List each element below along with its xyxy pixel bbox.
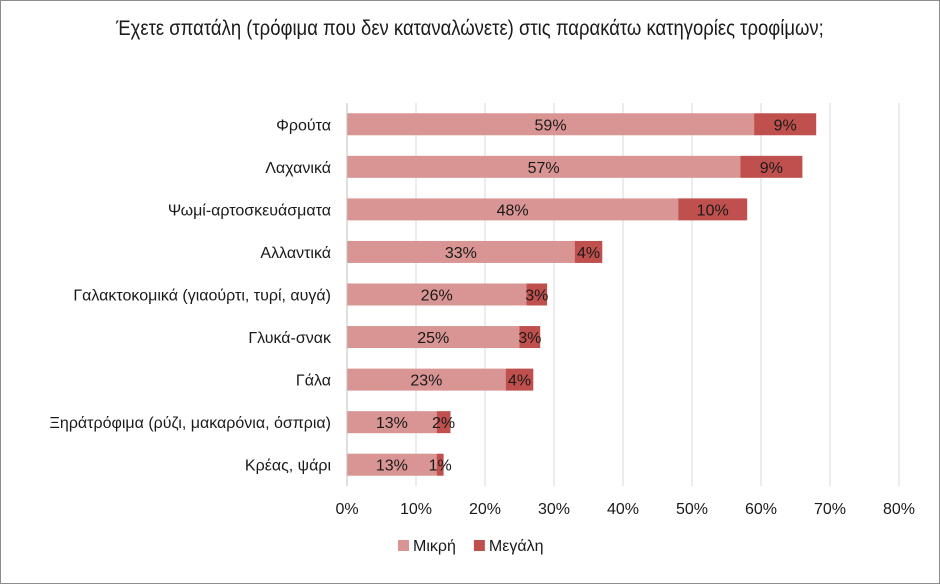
bar-megali xyxy=(740,155,803,178)
bar-mikri xyxy=(347,155,741,178)
chart-title: Έχετε σπατάλη (τρόφιμα που δεν καταναλών… xyxy=(116,17,824,40)
data-label: 26% xyxy=(421,288,453,305)
bar-mikri xyxy=(347,240,575,263)
data-label: 59% xyxy=(535,117,567,134)
legend-label-mikri: Μικρή xyxy=(413,538,456,555)
bar-mikri xyxy=(347,113,755,136)
data-label: 48% xyxy=(497,202,529,219)
data-label: 9% xyxy=(774,117,797,134)
x-tick-label: 50% xyxy=(676,501,708,518)
category-label: Γάλα xyxy=(296,373,331,390)
data-label: 3% xyxy=(518,330,541,347)
bar-megali xyxy=(436,411,451,434)
x-tick-label: 20% xyxy=(469,501,501,518)
x-tick-label: 30% xyxy=(538,501,570,518)
category-label: Ψωμί-αρτοσκευάσματα xyxy=(168,202,331,219)
category-label: Κρέας, ψάρι xyxy=(245,458,332,475)
data-label: 13% xyxy=(376,458,408,475)
bar-megali xyxy=(574,240,603,263)
data-label: 1% xyxy=(429,458,452,475)
category-label: Λαχανικά xyxy=(265,160,331,177)
category-label: Αλλαντικά xyxy=(260,245,331,262)
data-label: 2% xyxy=(432,415,455,432)
data-label: 9% xyxy=(760,160,783,177)
bar-mikri xyxy=(347,368,506,391)
data-label: 25% xyxy=(417,330,449,347)
data-label: 4% xyxy=(508,373,531,390)
category-label: Γλυκά-σνακ xyxy=(248,330,332,347)
x-tick-label: 10% xyxy=(400,501,432,518)
data-label: 13% xyxy=(376,415,408,432)
bar-mikri xyxy=(347,326,520,349)
data-label: 57% xyxy=(528,160,560,177)
category-label: Ξηράτρόφιμα (ρύζι, μακαρόνια, όσπρια) xyxy=(50,415,331,432)
x-tick-label: 40% xyxy=(607,501,639,518)
x-tick-label: 0% xyxy=(335,501,358,518)
category-label: Φρούτα xyxy=(276,117,331,134)
bar-mikri xyxy=(347,411,437,434)
data-label: 23% xyxy=(410,373,442,390)
category-label: Γαλακτοκομικά (γιαούρτι, τυρί, αυγά) xyxy=(73,288,331,305)
bar-megali xyxy=(526,283,548,306)
legend-label-megali: Μεγάλη xyxy=(489,538,544,555)
x-tick-label: 80% xyxy=(883,501,915,518)
bar-megali xyxy=(519,326,541,349)
data-label: 10% xyxy=(697,202,729,219)
data-label: 33% xyxy=(445,245,477,262)
legend-swatch-mikri xyxy=(398,540,409,551)
bar-mikri xyxy=(347,198,679,221)
x-tick-label: 70% xyxy=(814,501,846,518)
bar-megali xyxy=(678,198,748,221)
legend-swatch-megali xyxy=(473,540,485,551)
bar-mikri xyxy=(347,453,437,476)
data-label: 3% xyxy=(525,288,548,305)
bar-megali xyxy=(436,453,444,476)
bar-megali xyxy=(754,113,817,136)
data-label: 4% xyxy=(577,245,600,262)
x-tick-label: 60% xyxy=(745,501,777,518)
bar-mikri xyxy=(347,283,527,306)
bar-megali xyxy=(505,368,534,391)
